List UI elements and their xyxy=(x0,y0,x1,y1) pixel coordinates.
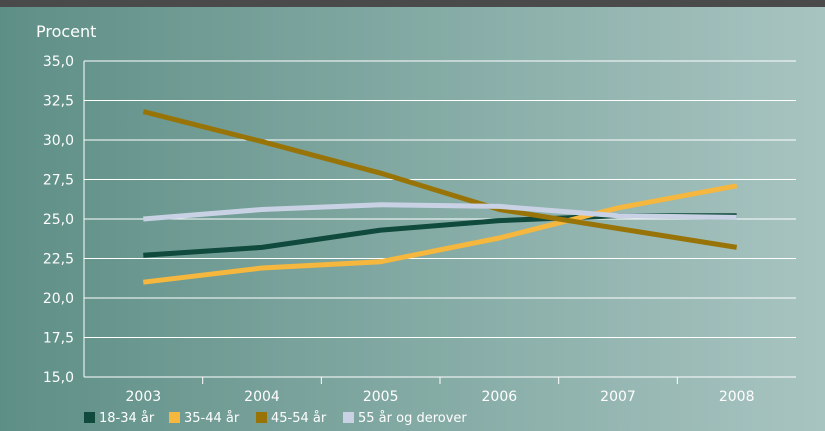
legend: 18-34 år 35-44 år 45-54 år 55 år og derover xyxy=(84,411,467,426)
top-border-bar xyxy=(0,0,825,7)
x-tick-label: 2006 xyxy=(482,389,518,405)
x-tick-label: 2007 xyxy=(600,389,636,405)
y-tick-label: 32,5 xyxy=(43,94,74,110)
y-tick-label: 22,5 xyxy=(43,252,74,268)
y-tick-label: 30,0 xyxy=(43,133,74,149)
series-line-3 xyxy=(142,109,738,250)
legend-label: 18-34 år xyxy=(99,411,155,426)
y-tick-label: 15,0 xyxy=(43,370,74,386)
y-tick-label: 17,5 xyxy=(43,331,74,347)
y-tick-label: 27,5 xyxy=(43,173,74,189)
legend-swatch xyxy=(343,412,354,423)
y-tick-label: 25,0 xyxy=(43,212,74,228)
legend-swatch xyxy=(256,412,267,423)
y-tick-label: 20,0 xyxy=(43,291,74,307)
series-lines xyxy=(142,109,738,285)
legend-swatch xyxy=(169,412,180,423)
legend-swatch xyxy=(84,412,95,423)
x-tick-label: 2008 xyxy=(719,389,755,405)
series-line-2 xyxy=(143,183,738,285)
legend-label: 35-44 år xyxy=(184,411,240,426)
legend-label: 45-54 år xyxy=(271,411,327,426)
legend-label: 55 år og derover xyxy=(358,411,467,426)
y-axis-label: Procent xyxy=(36,22,96,41)
x-tick-label: 2004 xyxy=(244,389,280,405)
y-tick-label: 35,0 xyxy=(43,54,74,70)
series-line-4 xyxy=(143,202,737,222)
axes: 15,0 17,5 20,0 22,5 25,0 27,5 30,0 32,5 35,0 2003… xyxy=(43,54,755,405)
x-tick-label: 2003 xyxy=(126,389,162,405)
x-tick-label: 2005 xyxy=(363,389,399,405)
